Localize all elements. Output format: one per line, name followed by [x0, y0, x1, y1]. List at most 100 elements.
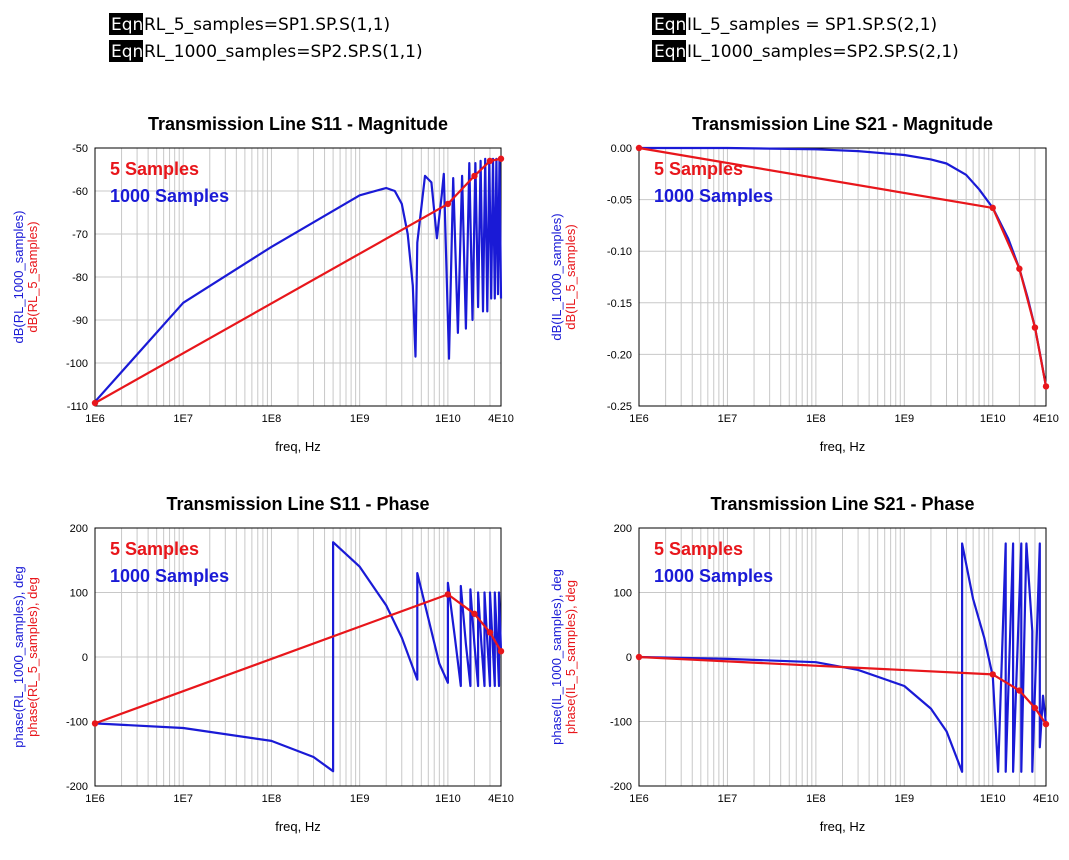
chart-title: Transmission Line S11 - Phase: [166, 494, 429, 514]
legend-5-samples: 5 Samples: [654, 539, 743, 559]
y-tick-label: -70: [72, 229, 88, 241]
y-tick-label: 100: [70, 588, 88, 600]
data-point-5-samples: [497, 155, 505, 162]
x-tick-label: 1E8: [806, 413, 826, 425]
y-tick-label: 100: [614, 588, 632, 600]
y-tick-label: -0.10: [607, 246, 632, 258]
data-point-5-samples: [91, 720, 99, 727]
equation-il-5: Eqn IL_5_samples = SP1.SP.S(2,1): [652, 13, 937, 35]
chart-title: Transmission Line S21 - Magnitude: [692, 114, 993, 134]
y-tick-label: -100: [66, 358, 88, 370]
series-line-1000-samples: [94, 541, 503, 773]
equation-rl-5: Eqn RL_5_samples=SP1.SP.S(1,1): [109, 13, 390, 35]
data-point-5-samples: [635, 653, 643, 661]
equation-il-1000: Eqn IL_1000_samples=SP2.SP.S(2,1): [652, 40, 959, 62]
eqn-badge-label: Eqn: [111, 15, 143, 35]
data-point-5-samples: [1031, 704, 1039, 712]
data-point-5-samples: [444, 200, 452, 208]
y-axis-label-blue: phase(RL_1000_samples), deg: [11, 566, 26, 747]
chart-title: Transmission Line S11 - Magnitude: [148, 114, 448, 134]
data-point-5-samples: [486, 157, 494, 165]
legend-5-samples: 5 Samples: [654, 159, 743, 179]
y-tick-label: 200: [614, 523, 632, 535]
x-tick-label: 1E10: [435, 793, 461, 805]
chart-s11-phase: Transmission Line S11 - Phase 1E6 1E7 1E8 1E…: [11, 494, 514, 834]
legend-5-samples: 5 Samples: [110, 539, 199, 559]
data-point-5-samples: [91, 399, 99, 407]
x-tick-label: 4E10: [1033, 413, 1059, 425]
x-axis-label: freq, Hz: [275, 439, 321, 454]
y-tick-label: 200: [70, 523, 88, 535]
y-tick-label: -90: [72, 315, 88, 327]
eqn-badge: [652, 13, 686, 35]
chart-s21-magnitude: Transmission Line S21 - Magnitude 1E6 1E7 1…: [549, 114, 1059, 454]
y-tick-label: -200: [610, 781, 632, 793]
data-point-5-samples: [471, 172, 478, 180]
data-point-5-samples: [1042, 383, 1050, 390]
x-tick-label: 1E6: [629, 413, 649, 425]
eqn-badge-label: Eqn: [111, 42, 143, 62]
y-axis-label-red: dB(RL_5_samples): [25, 221, 40, 332]
y-axis-label-red: phase(RL_5_samples), deg: [25, 577, 40, 737]
legend-1000-samples: 1000 Samples: [654, 186, 773, 206]
data-point-5-samples: [444, 591, 452, 598]
y-tick-label: 0: [82, 652, 88, 664]
y-tick-label: -200: [66, 781, 88, 793]
x-tick-label: 1E8: [262, 793, 282, 805]
chart-title: Transmission Line S21 - Phase: [710, 494, 974, 514]
y-tick-label: -110: [67, 401, 88, 413]
legend-1000-samples: 1000 Samples: [654, 566, 773, 586]
y-axis-label-blue: dB(IL_1000_samples): [549, 213, 564, 340]
x-axis-label: freq, Hz: [275, 819, 321, 834]
y-tick-label: -60: [72, 186, 88, 198]
x-tick-label: 1E9: [350, 413, 370, 425]
y-tick-label: 0: [626, 652, 632, 664]
plot-frame: [638, 147, 1047, 407]
x-tick-label: 1E8: [806, 793, 826, 805]
x-tick-label: 4E10: [1033, 793, 1059, 805]
eqn-badge-label: Eqn: [654, 42, 686, 62]
eqn-expression: IL_5_samples = SP1.SP.S(2,1): [687, 15, 937, 35]
data-point-5-samples: [486, 629, 494, 636]
y-tick-label: -0.15: [607, 298, 632, 310]
x-tick-label: 1E6: [629, 793, 649, 805]
y-axis-label-red: phase(IL_5_samples), deg: [563, 580, 578, 734]
eqn-badge: [109, 40, 143, 62]
y-tick-label: -0.25: [607, 401, 632, 413]
chart-s21-phase: Transmission Line S21 - Phase 1E6 1E7 1E8 1E…: [549, 494, 1059, 834]
x-tick-label: 1E6: [85, 413, 105, 425]
y-tick-label: -50: [72, 143, 88, 155]
x-axis-label: freq, Hz: [820, 819, 866, 834]
x-tick-label: 1E9: [895, 413, 915, 425]
x-tick-label: 1E9: [895, 793, 915, 805]
eqn-badge: [109, 13, 143, 35]
legend-1000-samples: 1000 Samples: [110, 566, 229, 586]
data-point-5-samples: [635, 144, 643, 152]
equation-rl-1000: Eqn RL_1000_samples=SP2.SP.S(1,1): [109, 40, 423, 62]
x-tick-label: 1E7: [173, 413, 193, 425]
data-point-5-samples: [1031, 324, 1039, 331]
legend-1000-samples: 1000 Samples: [110, 186, 229, 206]
y-tick-label: -0.20: [607, 349, 632, 361]
series-line-1000-samples: [94, 157, 503, 403]
x-tick-label: 4E10: [488, 413, 514, 425]
y-tick-label: -100: [610, 717, 632, 729]
eqn-expression: RL_5_samples=SP1.SP.S(1,1): [144, 15, 390, 35]
data-point-5-samples: [471, 610, 478, 617]
x-tick-label: 1E7: [718, 413, 738, 425]
x-tick-label: 1E7: [718, 793, 738, 805]
x-tick-label: 1E8: [262, 413, 282, 425]
data-point-5-samples: [989, 671, 996, 678]
data-point-5-samples: [1042, 720, 1050, 728]
eqn-expression: RL_1000_samples=SP2.SP.S(1,1): [144, 42, 423, 62]
x-tick-label: 1E9: [350, 793, 370, 805]
eqn-expression: IL_1000_samples=SP2.SP.S(2,1): [687, 42, 959, 62]
y-axis-label-blue: dB(RL_1000_samples): [11, 211, 26, 344]
y-tick-label: -0.05: [607, 195, 632, 207]
x-tick-label: 1E10: [435, 413, 461, 425]
eqn-badge-label: Eqn: [654, 15, 686, 35]
data-point-5-samples: [989, 204, 996, 212]
plot-frame: [94, 527, 502, 787]
y-tick-label: 0.00: [611, 143, 632, 155]
